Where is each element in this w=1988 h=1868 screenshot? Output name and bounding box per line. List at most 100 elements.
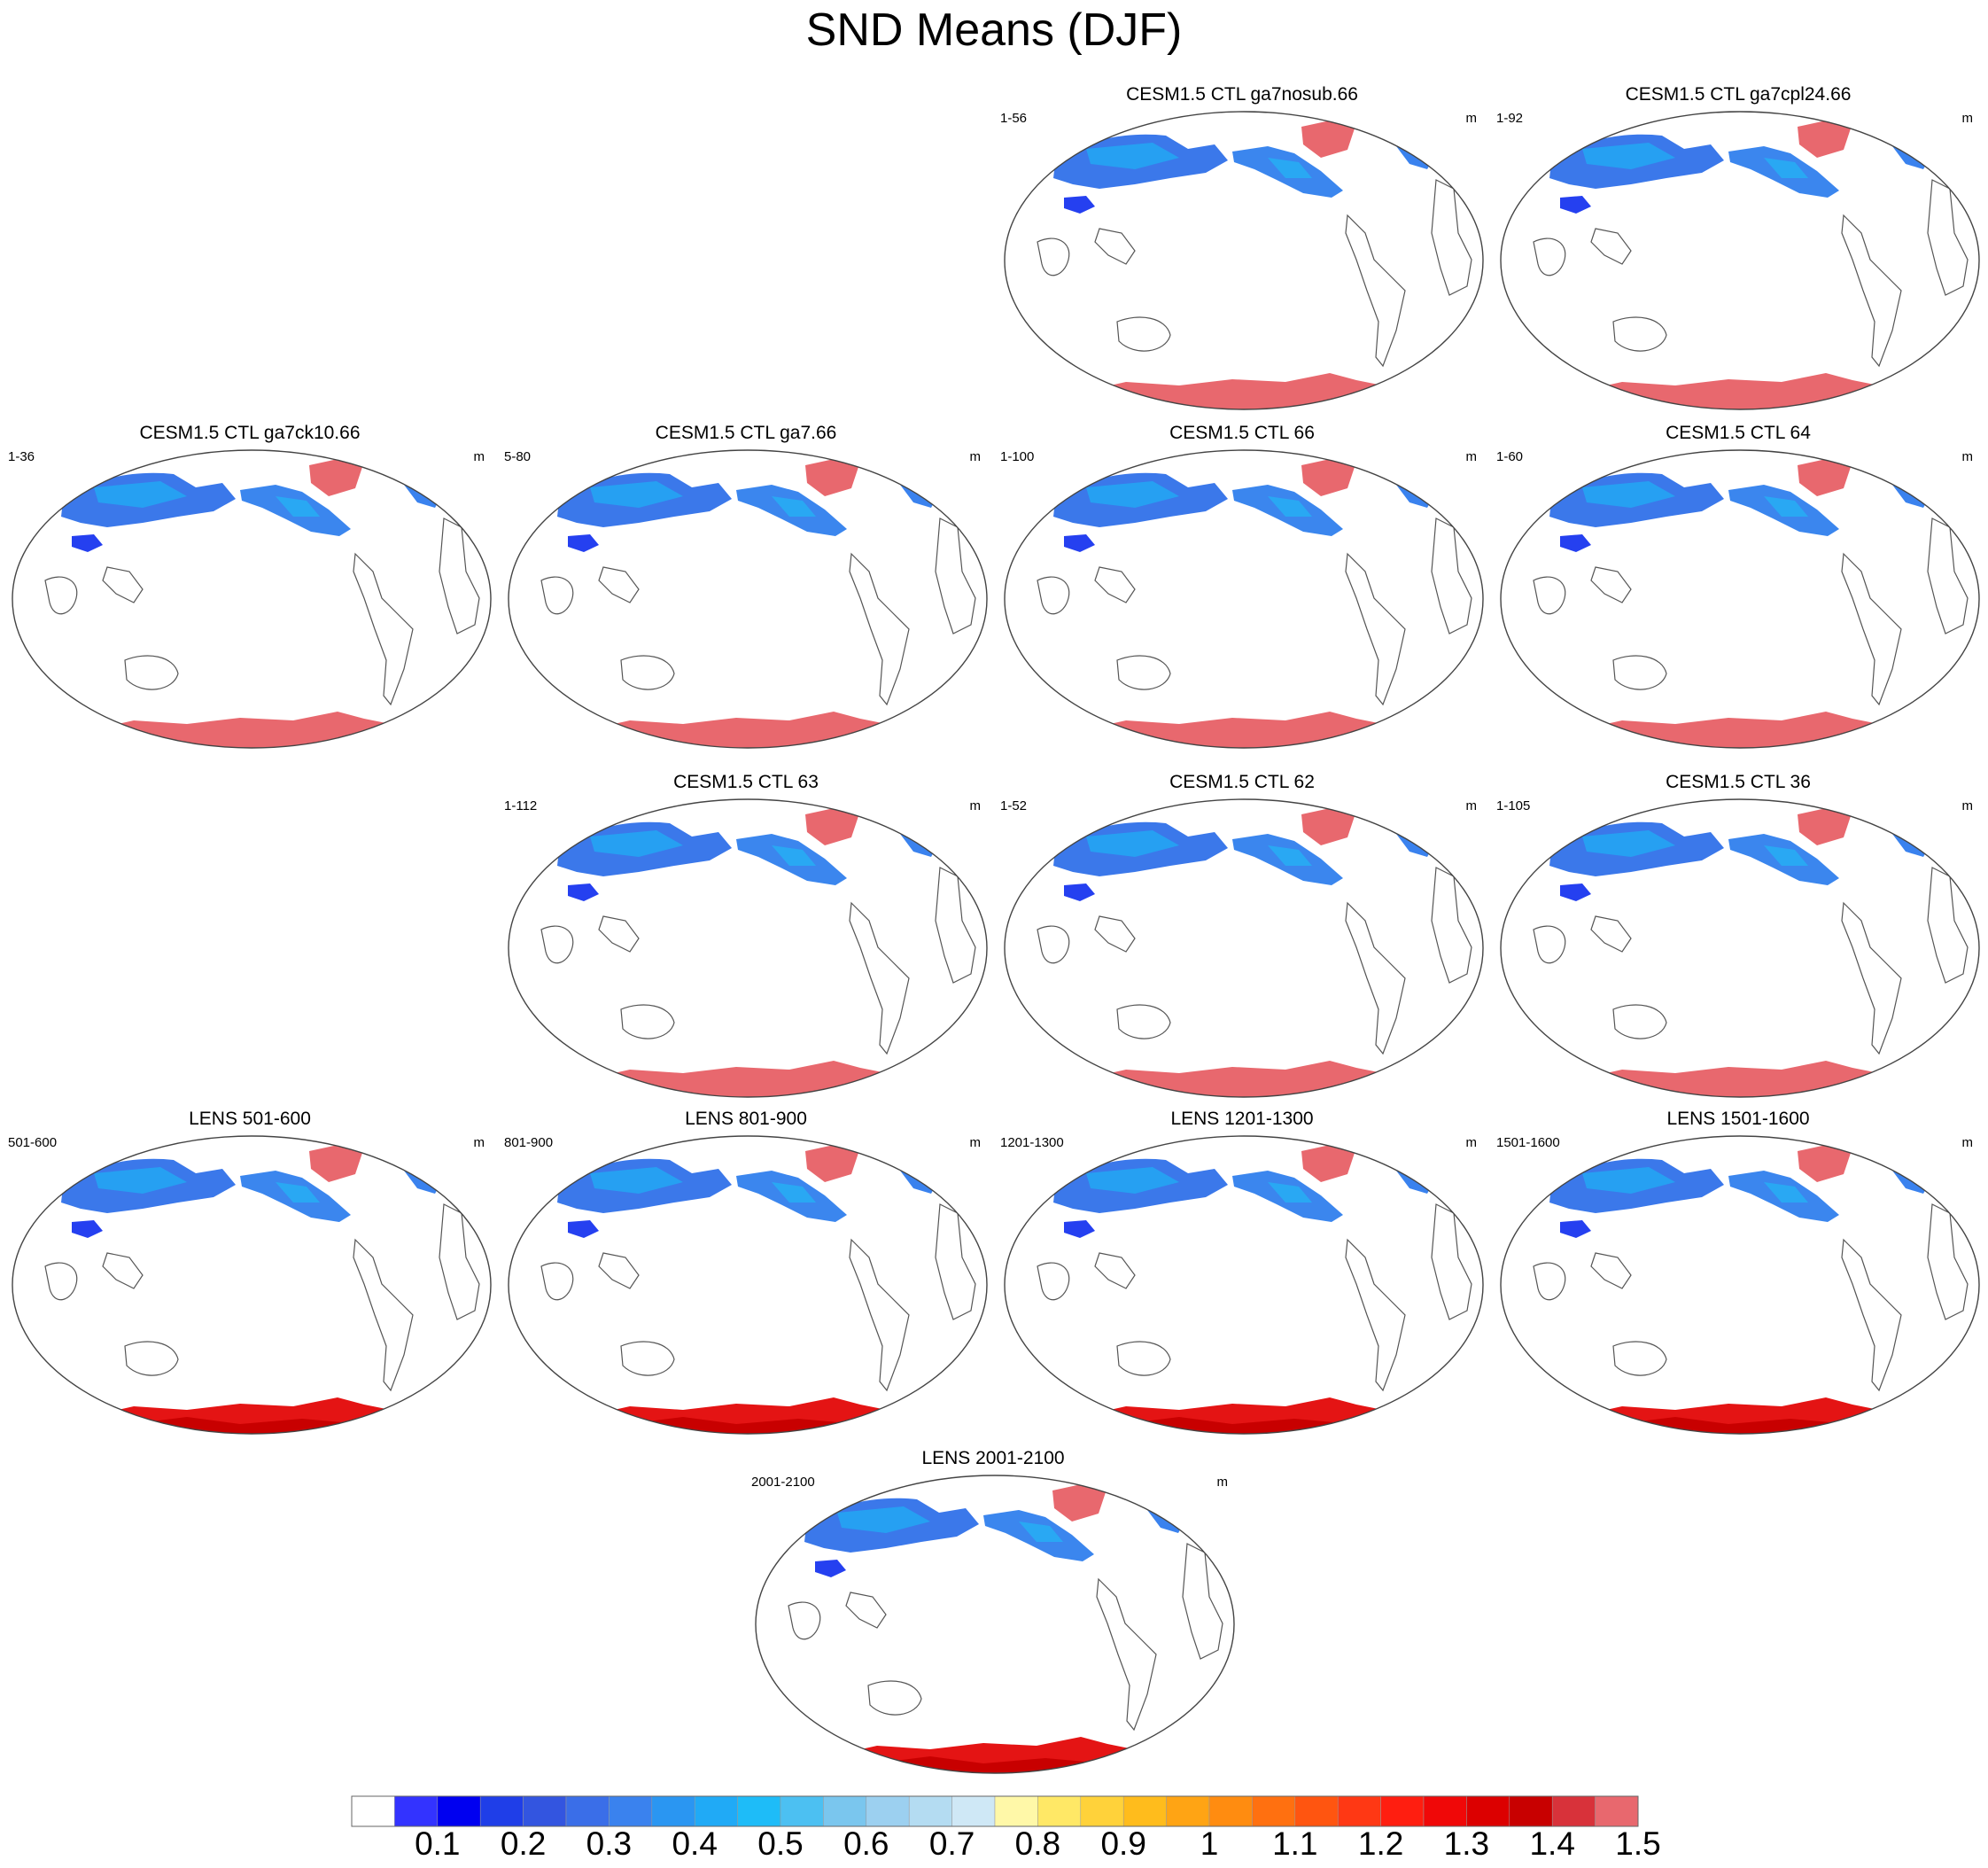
map-border <box>1500 1135 1980 1435</box>
panel-year-range: 1-56 <box>1000 111 1028 126</box>
colorbar-tick-label: 1.4 <box>1529 1825 1575 1862</box>
africa-west-coastline <box>1927 518 1969 634</box>
antarctica-ice <box>1086 712 1418 748</box>
panel-title: CESM1.5 CTL 63 <box>673 772 819 792</box>
europe-snow <box>900 1164 940 1194</box>
map-panel: CESM1.5 CTL 62 1-52 m <box>998 772 1486 1101</box>
north-america-snow-deep <box>1764 158 1808 178</box>
colorbar-swatch <box>394 1795 439 1827</box>
americas-coastline <box>849 901 910 1055</box>
tibet-snow <box>568 883 599 901</box>
world-map <box>1004 449 1484 749</box>
colorbar-tick-label: 1.5 <box>1615 1825 1661 1862</box>
africa-west-coastline <box>1927 179 1969 296</box>
panel-year-range: 1-52 <box>1000 798 1028 813</box>
panel-units: m <box>473 449 485 464</box>
map-panel: CESM1.5 CTL 66 1-100 m <box>998 423 1486 752</box>
panel-year-range: 1201-1300 <box>1000 1135 1064 1150</box>
americas-coastline <box>1096 1577 1157 1732</box>
americas-coastline <box>849 1238 910 1392</box>
africa-west-coastline <box>1927 867 1969 984</box>
americas-coastline <box>1345 552 1406 706</box>
asia-coastline <box>1590 915 1632 953</box>
panel-title: CESM1.5 CTL ga7cpl24.66 <box>1625 84 1852 105</box>
colorbar-tick-label: 0.9 <box>1100 1825 1146 1862</box>
africa-coastline <box>540 576 574 615</box>
world-map <box>1500 1135 1980 1435</box>
greenland-ice <box>1798 807 1851 845</box>
asia-coastline <box>598 566 640 603</box>
world-map <box>508 449 988 749</box>
australia-coastline <box>124 655 179 690</box>
americas-coastline <box>1841 552 1902 706</box>
africa-west-coastline <box>1431 1203 1472 1320</box>
colorbar-swatch <box>1337 1795 1381 1827</box>
australia-coastline <box>1612 1004 1667 1039</box>
asia-coastline <box>1094 1252 1136 1289</box>
colorbar-swatch <box>1122 1795 1167 1827</box>
colorbar-tick-label: 0.4 <box>672 1825 718 1862</box>
colorbar-swatch <box>1466 1795 1510 1827</box>
asia-coastline <box>1094 566 1136 603</box>
world-map <box>1500 111 1980 410</box>
greenland-ice <box>1301 458 1355 496</box>
colorbar-swatch <box>609 1795 653 1827</box>
map-border <box>1004 1135 1484 1435</box>
eurasia-snow-deep <box>1582 830 1675 857</box>
eurasia-snow-deep <box>590 481 683 508</box>
north-america-snow-deep <box>1019 1522 1063 1542</box>
colorbar-swatch <box>351 1795 395 1827</box>
colorbar-tick-label: 0.6 <box>843 1825 889 1862</box>
colorbar-swatch <box>437 1795 481 1827</box>
africa-coastline <box>788 1601 821 1640</box>
north-america-snow-deep <box>772 845 816 866</box>
europe-snow <box>1892 139 1932 169</box>
colorbar-tick-label: 1 <box>1200 1825 1219 1862</box>
north-america-snow-deep <box>772 496 816 517</box>
panel-year-range: 1-92 <box>1496 111 1524 126</box>
panel-units: m <box>969 798 982 813</box>
americas-coastline <box>1841 901 1902 1055</box>
australia-coastline <box>124 1341 179 1376</box>
colorbar-tick-label: 1.2 <box>1357 1825 1404 1862</box>
tibet-snow <box>1064 883 1095 901</box>
panel-year-range: 801-900 <box>504 1135 554 1150</box>
map-border <box>508 1135 988 1435</box>
colorbar-swatch <box>1423 1795 1467 1827</box>
eurasia-snow-deep <box>1582 143 1675 169</box>
europe-snow <box>1892 827 1932 857</box>
americas-coastline <box>353 1238 414 1392</box>
panel-title: CESM1.5 CTL 62 <box>1169 772 1315 792</box>
africa-west-coastline <box>935 867 976 984</box>
americas-coastline <box>1841 1238 1902 1392</box>
north-america-snow-deep <box>1764 496 1808 517</box>
panel-title: LENS 2001-2100 <box>921 1448 1065 1468</box>
panel-title: CESM1.5 CTL ga7nosub.66 <box>1126 84 1358 105</box>
antarctica-ice <box>590 1061 922 1097</box>
colorbar-frame <box>351 1795 1639 1827</box>
tibet-snow <box>1560 1220 1591 1238</box>
colorbar-swatch <box>994 1795 1038 1827</box>
eurasia-snow-deep <box>1086 830 1179 857</box>
map-border <box>1004 111 1484 410</box>
europe-snow <box>900 478 940 508</box>
asia-coastline <box>1590 1252 1632 1289</box>
africa-west-coastline <box>935 1203 976 1320</box>
americas-coastline <box>1345 1238 1406 1392</box>
colorbar-tick-label: 0.5 <box>757 1825 804 1862</box>
tibet-snow <box>568 1220 599 1238</box>
eurasia-snow-deep <box>1086 481 1179 508</box>
tibet-snow <box>1064 196 1095 214</box>
africa-west-coastline <box>1927 1203 1969 1320</box>
panel-title: LENS 501-600 <box>189 1109 311 1129</box>
eurasia-snow-deep <box>1582 481 1675 508</box>
australia-coastline <box>1116 1004 1171 1039</box>
colorbar-tick-label: 1.3 <box>1443 1825 1490 1862</box>
tibet-snow <box>1560 534 1591 552</box>
antarctica-ice <box>1582 1061 1914 1097</box>
panel-units: m <box>1465 798 1478 813</box>
map-border <box>508 449 988 749</box>
colorbar-swatch <box>951 1795 996 1827</box>
europe-snow <box>1892 478 1932 508</box>
panel-title: CESM1.5 CTL 66 <box>1169 423 1315 443</box>
